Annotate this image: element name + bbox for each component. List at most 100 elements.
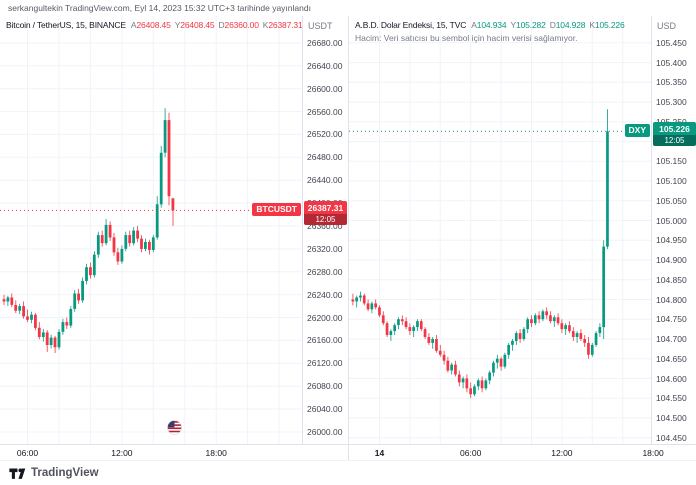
candle [116,252,120,262]
candle [587,342,590,355]
y-tick-label: 104.550 [656,393,687,404]
symbol-price-tag: DXY [624,124,650,138]
y-tick-label: 26480.00 [307,152,343,163]
candle [104,224,108,244]
candle [155,204,159,238]
chart-panel-btcusdt[interactable]: Bitcoin / TetherUS, 15, BINANCE A26408.45… [0,16,348,460]
candle [85,267,88,281]
candle [22,306,25,317]
candle [560,323,564,330]
candle [167,120,171,197]
chart-panel-dxy[interactable]: A.B.D. Dolar Endeksi, 15, TVC A104.934 Y10… [348,16,696,460]
candle [100,235,104,244]
ohlc-low: D104.928 [549,20,586,30]
time-label: 06:00 [460,448,482,458]
candle [583,339,586,343]
candle [378,307,381,316]
candle [45,332,49,345]
candle [163,120,167,153]
candle [359,295,362,298]
y-tick-label: 104.450 [656,432,687,443]
candle [545,311,548,316]
candle [568,325,571,332]
candle [385,323,389,335]
candle [495,358,499,363]
candle [144,242,147,249]
candle [61,322,65,332]
price-axis[interactable]: USD 105.450105.400105.350105.300105.2501… [651,16,696,444]
candle [423,329,427,337]
countdown-label: 12:05 [304,214,347,226]
y-tick-label: 104.950 [656,235,687,246]
y-tick-label: 105.100 [656,176,687,186]
price-axis[interactable]: USDT 26680.00 26640.00 26600.00 26560.00 265… [302,16,348,444]
y-tick-label: 105.350 [656,77,687,88]
y-tick-label: 105.150 [656,156,687,167]
candle [431,339,434,343]
candle [408,327,412,331]
symbol-title[interactable]: A.B.D. Dolar Endeksi, 15, TVC [355,20,467,30]
candle [77,293,80,301]
y-tick-label: 105.400 [656,57,687,68]
candle [26,316,29,320]
candlestick-plot[interactable]: A.B.D. Dolar Endeksi, 15, TVC A104.934 Y10… [349,16,651,444]
y-tick-label: 105.450 [656,37,687,48]
candle [132,230,135,244]
time-label: 12:00 [111,448,133,458]
candle [571,331,575,337]
candle [412,327,415,331]
ohlc-high: Y26408.45 [174,20,215,30]
candle [541,311,545,320]
candle [124,235,128,249]
y-tick-label: 104.800 [656,294,687,305]
candle [6,297,10,302]
ohlc-close: K26387.31 [262,20,302,30]
candle [400,319,404,322]
candle [112,237,116,253]
publish-note: serkangultekin TradingView.com, Eyl 14, … [8,3,311,13]
candle [435,339,438,351]
symbol-title[interactable]: Bitcoin / TetherUS, 15, BINANCE [6,20,126,30]
candle [148,242,151,250]
y-tick-label: 104.750 [656,314,687,325]
y-tick-label: 26640.00 [307,60,343,71]
y-tick-label: 105.250 [656,117,687,127]
candle [57,331,61,348]
candle [469,388,472,395]
countdown-label: 12:05 [653,135,696,147]
candle [355,297,358,302]
tradingview-wordmark: TradingView [31,467,99,479]
candle [65,322,69,326]
y-tick-label: 105.050 [656,195,687,206]
candle [579,333,583,339]
candle [602,246,605,328]
candle [438,350,442,355]
candle [480,380,484,389]
candles-svg[interactable] [0,16,302,444]
ohlc-open: A104.934 [471,20,507,30]
y-tick-label: 26000.00 [307,427,343,437]
y-tick-label: 26600.00 [307,83,343,94]
candle [594,333,598,345]
candle [461,378,465,383]
candle [503,354,507,367]
economic-event-flag-icon[interactable] [167,420,182,435]
candle [488,372,491,381]
ohlc-open: A26408.45 [130,20,171,30]
candle [30,314,33,320]
tradingview-logo[interactable]: TradingView [0,460,696,485]
y-tick-label: 26120.00 [307,358,343,369]
ohlc-low: D26360.00 [218,20,259,30]
candle [549,315,552,322]
candle [381,315,385,324]
time-axis[interactable]: 06:00 12:00 18:00 [0,444,348,460]
candle [351,299,355,302]
candlestick-plot[interactable]: Bitcoin / TetherUS, 15, BINANCE A26408.45… [0,16,302,444]
symbol-legend: Bitcoin / TetherUS, 15, BINANCE A26408.45… [6,20,302,30]
y-tick-label: 26680.00 [307,37,343,48]
candle [96,235,100,255]
candles-svg[interactable] [349,16,651,444]
y-tick-label: 26440.00 [307,175,343,186]
time-axis[interactable]: 14 06:00 12:00 18:00 [349,444,696,460]
symbol-legend: A.B.D. Dolar Endeksi, 15, TVC A104.934 Y10… [355,20,651,30]
